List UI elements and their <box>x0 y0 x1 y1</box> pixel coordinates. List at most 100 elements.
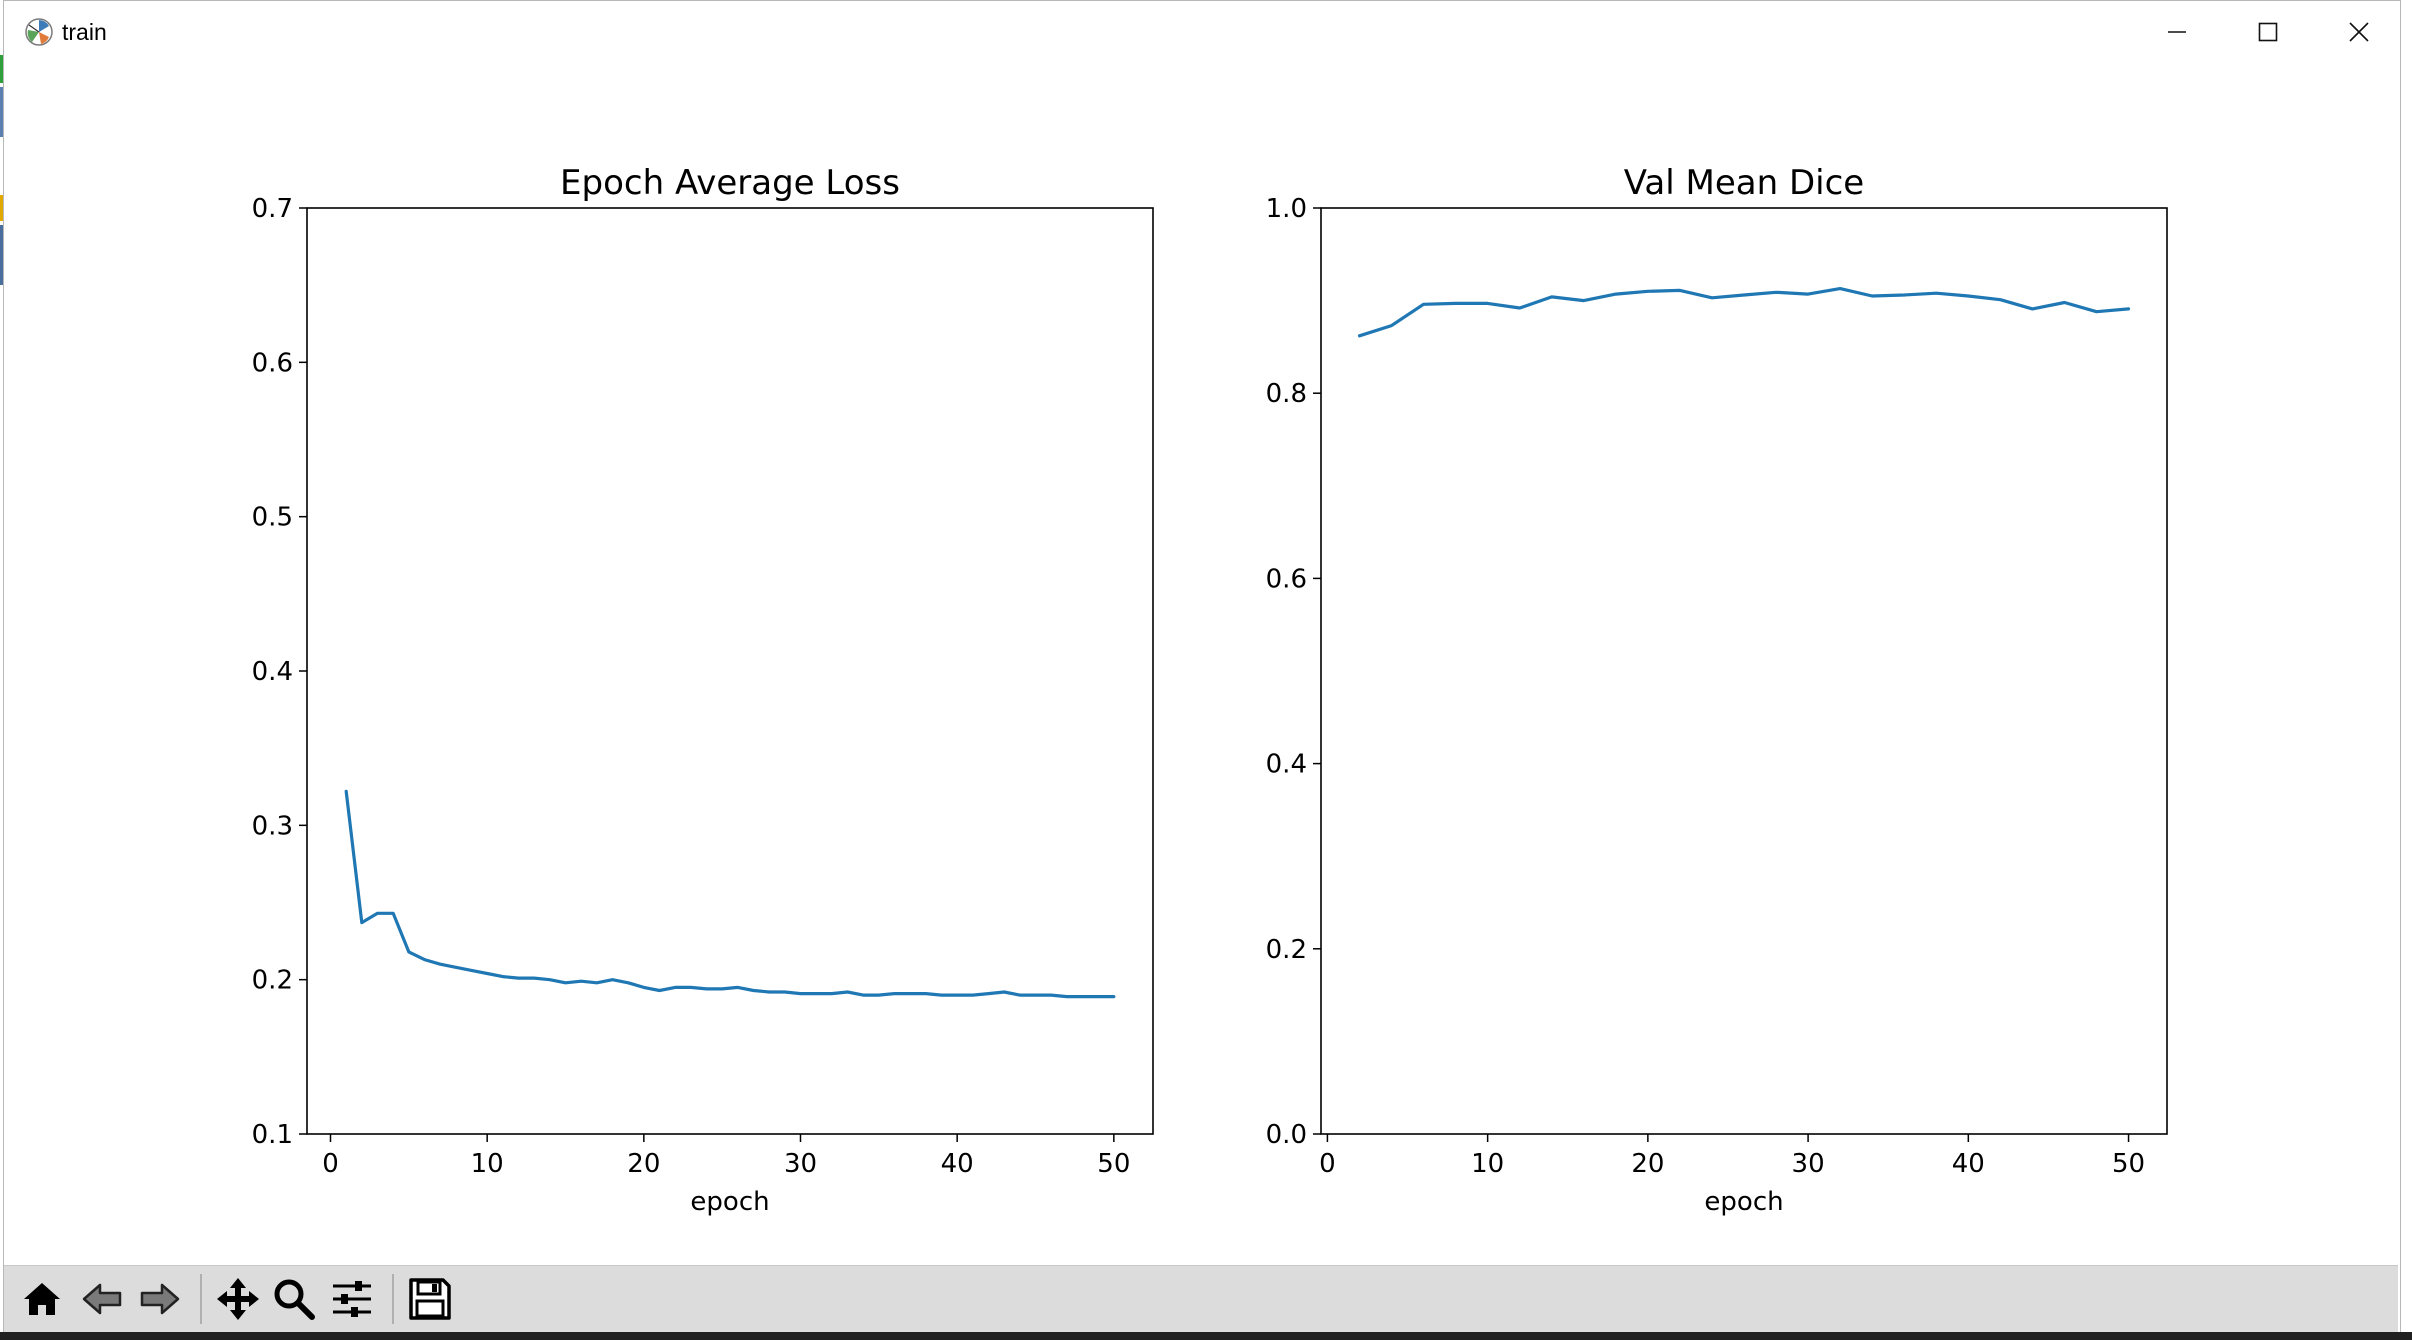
data-point <box>1018 994 1021 997</box>
data-point <box>1775 291 1778 294</box>
data-point <box>1486 302 1489 305</box>
x-tick-label: 40 <box>941 1149 974 1179</box>
data-point <box>689 986 692 989</box>
x-tick-label: 0 <box>322 1149 339 1179</box>
y-tick-label: 0.2 <box>252 966 293 996</box>
data-point <box>1422 303 1425 306</box>
y-tick-label: 0.6 <box>252 348 293 378</box>
navigation-toolbar <box>4 1265 2398 1334</box>
minimize-button[interactable] <box>2132 1 2222 63</box>
data-point <box>830 992 833 995</box>
data-point <box>1999 298 2002 301</box>
data-point <box>376 912 379 915</box>
data-point <box>987 992 990 995</box>
data-point <box>1003 991 1006 994</box>
data-point <box>1871 294 1874 297</box>
data-point <box>846 991 849 994</box>
x-tick-label: 10 <box>1471 1149 1504 1179</box>
data-point <box>611 978 614 981</box>
data-point <box>956 994 959 997</box>
forward-button[interactable] <box>132 1272 188 1326</box>
data-point <box>1097 995 1100 998</box>
chart-title: Val Mean Dice <box>1624 163 1864 203</box>
y-tick-label: 1.0 <box>1266 194 1307 224</box>
y-tick-label: 0.2 <box>1266 935 1307 965</box>
data-point <box>1967 294 1970 297</box>
data-point <box>862 994 865 997</box>
data-point <box>971 994 974 997</box>
maximize-button[interactable] <box>2223 1 2313 63</box>
data-point <box>2095 310 2098 313</box>
chart-title: Epoch Average Loss <box>560 163 900 203</box>
data-point <box>721 987 724 990</box>
data-point <box>674 986 677 989</box>
data-point <box>580 980 583 983</box>
configure-subplots-button[interactable] <box>324 1272 380 1326</box>
data-point <box>768 991 771 994</box>
data-point <box>799 992 802 995</box>
home-icon <box>24 1283 60 1315</box>
x-tick-label: 50 <box>1097 1149 1130 1179</box>
data-point <box>1390 324 1393 327</box>
y-tick-label: 0.0 <box>1266 1120 1307 1150</box>
series-line <box>1357 287 2131 338</box>
x-tick-label: 20 <box>1631 1149 1664 1179</box>
y-tick-label: 0.4 <box>252 657 293 687</box>
data-point <box>423 958 426 961</box>
data-point <box>1112 995 1115 998</box>
data-point <box>2063 301 2066 304</box>
data-point <box>454 966 457 969</box>
taskbar-edge <box>0 1332 2412 1340</box>
data-point <box>783 991 786 994</box>
data-point <box>752 989 755 992</box>
save-button[interactable] <box>402 1272 458 1326</box>
data-point <box>1065 995 1068 998</box>
data-point <box>1646 290 1649 293</box>
close-button[interactable] <box>2314 1 2404 63</box>
data-point <box>439 963 442 966</box>
data-point <box>736 986 739 989</box>
data-point <box>1034 994 1037 997</box>
data-point <box>345 790 348 793</box>
back-button[interactable] <box>74 1272 130 1326</box>
data-point <box>658 989 661 992</box>
y-tick-label: 0.6 <box>1266 564 1307 594</box>
data-point <box>1358 334 1361 337</box>
matplotlib-icon <box>25 18 53 46</box>
x-axis-label: epoch <box>1704 1187 1783 1217</box>
data-point <box>1454 302 1457 305</box>
data-point <box>642 986 645 989</box>
data-point <box>595 981 598 984</box>
x-tick-label: 20 <box>627 1149 660 1179</box>
back-arrow-icon <box>82 1283 122 1315</box>
desktop-background-strip <box>0 55 3 285</box>
pan-button[interactable] <box>210 1272 266 1326</box>
data-point <box>1839 287 1842 290</box>
data-point <box>392 912 395 915</box>
zoom-button[interactable] <box>266 1272 322 1326</box>
data-point <box>564 981 567 984</box>
forward-arrow-icon <box>140 1283 180 1315</box>
data-point <box>1743 294 1746 297</box>
x-tick-label: 0 <box>1319 1149 1336 1179</box>
data-point <box>627 981 630 984</box>
home-button[interactable] <box>14 1272 70 1326</box>
x-tick-label: 50 <box>2112 1149 2145 1179</box>
data-point <box>533 977 536 980</box>
x-tick-label: 10 <box>471 1149 504 1179</box>
y-tick-label: 0.7 <box>252 194 293 224</box>
figure-canvas[interactable]: Epoch Average Loss 0 10 20 30 40 50 0.1 0.2 0.3 0.… <box>4 65 2398 1265</box>
close-icon <box>2349 22 2369 42</box>
series-line <box>344 789 1116 999</box>
figure-svg: Epoch Average Loss 0 10 20 30 40 50 0.1 0.2 0.3 0.… <box>252 163 2168 1217</box>
data-point <box>815 992 818 995</box>
data-point <box>1807 293 1810 296</box>
data-point <box>1550 295 1553 298</box>
data-point <box>1050 994 1053 997</box>
data-point <box>1903 294 1906 297</box>
x-tick-label: 40 <box>1952 1149 1985 1179</box>
data-point <box>1678 289 1681 292</box>
title-bar[interactable]: train <box>4 1 2400 65</box>
move-arrows-icon <box>217 1278 259 1320</box>
toolbar-separator <box>392 1274 394 1324</box>
